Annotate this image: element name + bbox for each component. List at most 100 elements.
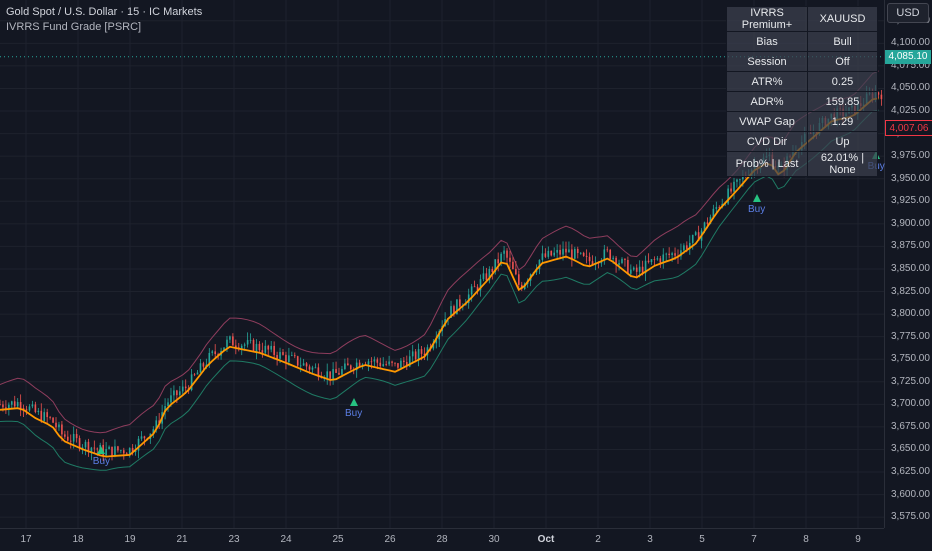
candle-body [214,351,217,355]
candle-body [78,438,81,449]
candle-body [506,250,508,258]
candle-body [877,92,880,95]
candle-body [556,249,558,253]
candle-body [93,447,96,449]
candle-body [482,273,485,280]
candle-body [288,355,290,362]
candle-body [585,255,588,257]
candle-body [473,286,476,288]
candle-body [397,363,399,368]
candle-body [190,374,193,391]
price-tick-label: 3,650.00 [891,443,930,455]
candle-body [305,363,308,367]
table-key: Prob% | Last [726,151,808,177]
candle-body [261,350,264,353]
candle-body [476,286,479,291]
candle-body [111,446,113,457]
candle-body [302,363,305,366]
candle-body [644,260,647,274]
candle-body [650,259,653,263]
candle-body [683,245,685,251]
candle-body [450,306,452,318]
candle-body [196,372,199,375]
symbol-title[interactable]: Gold Spot / U.S. Dollar · 15 · IC Market… [6,6,203,18]
candle-body [341,369,343,375]
candle-body [379,362,382,367]
candle-body [715,207,718,209]
current-price-tag: 4,085.10 [885,49,931,64]
candle-body [184,386,187,389]
candle-body [565,248,567,253]
candle-body [518,274,520,285]
table-row: ATR% 0.25 [726,71,878,92]
candle-body [547,250,550,257]
table-row: ADR% 159.85 [726,91,878,112]
candle-body [394,362,396,364]
candle-body [662,254,665,263]
candle-body [199,363,202,373]
candle-body [515,269,517,275]
candle-body [373,359,376,362]
time-tick-label: 30 [488,534,500,545]
table-row: Bias Bull [726,31,878,52]
currency-button[interactable]: USD [887,3,929,23]
candle-body [574,248,576,259]
candle-body [16,402,19,407]
chart-area[interactable] [0,0,884,528]
candle-body [258,343,261,351]
candle-body [152,429,155,434]
candle-body [497,259,499,264]
candle-body [550,250,553,256]
time-tick-label: 23 [228,534,240,545]
candle-body [544,253,547,257]
candle-body [494,259,497,273]
price-tick-label: 3,600.00 [891,488,930,500]
candle-body [733,181,735,192]
table-header-symbol: XAUUSD [807,6,878,32]
price-chart[interactable] [0,0,884,528]
candle-body [40,410,43,421]
price-axis[interactable]: 4,125.004,100.004,075.004,050.004,025.00… [884,0,932,528]
candle-body [656,258,659,260]
indicator-title[interactable]: IVRRS Fund Grade [PSRC] [6,21,142,33]
candle-body [488,269,491,281]
candle-body [671,253,673,256]
candle-body [235,345,237,348]
buy-signal-label: Buy [747,203,766,215]
candle-body [385,364,387,365]
table-value: Bull [807,31,878,52]
time-tick-label: Oct [537,534,555,545]
candle-body [167,402,169,407]
candle-body [105,449,107,456]
candle-body [367,361,370,365]
time-axis[interactable]: 17 18 19 21 23 24 25 26 28 30 Oct 2 3 5 7 8 9 [0,528,884,551]
candle-body [571,249,573,259]
candle-body [232,336,234,346]
candle-body [66,436,69,441]
price-tick-label: 3,625.00 [891,466,930,478]
candle-body [718,207,721,208]
candle-body [69,440,72,442]
table-header-name: IVRRS Premium+ [726,6,808,32]
candle-body [173,390,175,396]
candle-body [411,351,414,357]
candle-body [668,253,670,256]
candle-body [712,208,715,217]
time-tick-label: 9 [855,534,861,545]
candle-body [34,404,37,413]
candle-body [500,253,502,264]
table-key: CVD Dir [726,131,808,152]
candle-body [627,259,629,274]
candle-body [349,365,352,370]
candle-body [5,407,7,410]
candle-body [739,179,741,181]
candle-body [291,355,293,357]
candle-body [108,446,110,450]
time-tick-label: 8 [803,534,809,545]
price-tick-label: 3,975.00 [891,150,930,162]
time-tick-label: 25 [332,534,344,545]
candle-body [31,404,34,407]
buy-signal-label: Buy [92,456,111,468]
candle-body [114,446,116,457]
table-value: 1.29 [807,111,878,132]
